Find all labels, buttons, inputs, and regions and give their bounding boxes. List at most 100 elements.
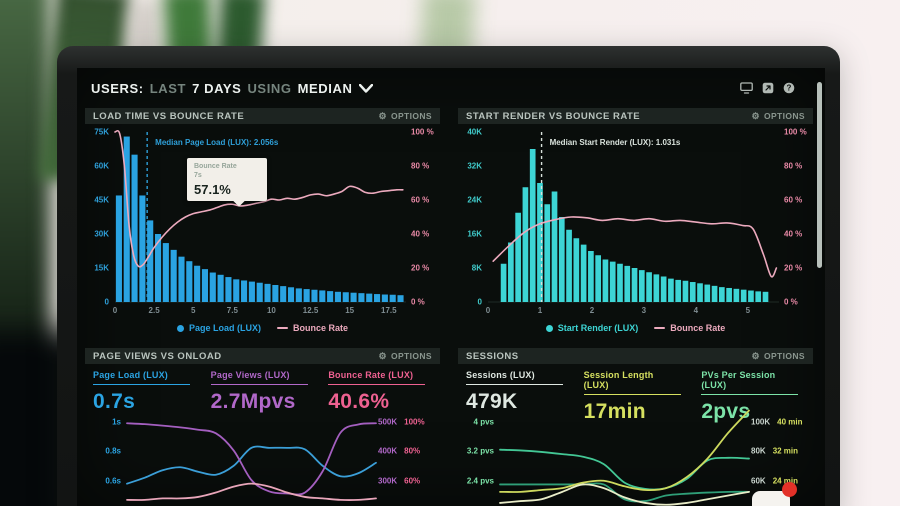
chart-plot <box>499 409 750 506</box>
app-header: USERS: LAST 7 DAYS USING MEDIAN ? <box>77 68 825 108</box>
ytick-label: 80 % <box>411 161 430 171</box>
legend-marker <box>176 324 184 332</box>
xtick-label: 0 <box>112 306 118 315</box>
xtick-label: 0 <box>485 306 491 315</box>
tooltip-x: 7s <box>194 171 202 179</box>
chart-legend: Start Render (LUX) Bounce Rate <box>458 323 813 333</box>
y-axis-left: 4 pvs 3.2 pvs 2.4 pvs <box>462 412 496 506</box>
dashboard-grid: LOAD TIME VS BOUNCE RATE ⚙ OPTIONS Bounce… <box>85 108 813 506</box>
title-users: USERS: <box>91 80 144 96</box>
ytick-label: 16K <box>467 229 482 239</box>
plant-leaf <box>0 0 50 506</box>
xtick-label: 5 <box>745 306 751 315</box>
ytick-value: 80% <box>404 446 421 456</box>
ytick-label: 32K <box>467 161 482 171</box>
ytick-label: 75K <box>94 127 109 137</box>
ytick-value: 400K <box>378 446 398 456</box>
ytick-label: 0.8s <box>105 446 121 456</box>
options-button[interactable]: ⚙ OPTIONS <box>751 111 805 121</box>
legend-item[interactable]: Bounce Rate <box>277 323 348 333</box>
ytick-label: 2.4 pvs <box>466 476 494 486</box>
ytick-value: 60K <box>751 476 766 486</box>
ytick-label: 0 <box>104 297 109 307</box>
stat-label: PVs Per Session (LUX) <box>701 370 799 395</box>
bounce-rate-line <box>114 129 404 268</box>
x-axis: 0 2.5 5 7.5 10 12.5 15 17.5 <box>112 306 406 316</box>
monitor-icon[interactable] <box>740 82 753 94</box>
legend-item[interactable]: Start Render (LUX) <box>545 323 639 333</box>
ytick-label: 100K 40 min <box>751 417 802 426</box>
options-label: OPTIONS <box>763 351 805 361</box>
users-filter-dropdown[interactable]: USERS: LAST 7 DAYS USING MEDIAN <box>91 81 373 96</box>
ytick-value: 100K <box>751 417 771 427</box>
gear-icon: ⚙ <box>751 110 760 121</box>
median-annotation: Median Start Render (LUX): 1.031s <box>549 138 681 147</box>
panel-header: START RENDER VS BOUNCE RATE ⚙ OPTIONS <box>458 108 813 124</box>
stat: Sessions (LUX) 479K <box>466 370 574 424</box>
stat-label: Sessions (LUX) <box>466 370 563 385</box>
bounce-rate-line <box>492 216 778 278</box>
series-line <box>126 422 377 496</box>
chevron-down-icon <box>358 83 373 93</box>
series-line <box>126 482 377 501</box>
ytick-value: 32 min <box>772 446 799 456</box>
camera-icon[interactable] <box>762 82 774 94</box>
panel-title: SESSIONS <box>466 350 519 362</box>
y-axis-right: 100 % 80 % 60 % 40 % 20 % 0 % <box>408 128 440 307</box>
dashboard-screen: USERS: LAST 7 DAYS USING MEDIAN ? <box>77 68 825 506</box>
chart-tooltip: Bounce Rate 7s 57.1% <box>187 158 267 201</box>
ytick-label: 20 % <box>784 263 803 273</box>
ytick-label: 0 % <box>411 297 425 307</box>
ytick-value: 500K <box>378 417 398 427</box>
ytick-value: 80K <box>751 446 766 456</box>
legend-marker <box>654 327 666 329</box>
scrollbar-thumb[interactable] <box>817 82 822 268</box>
ytick-label: 60K <box>94 161 109 171</box>
series-line <box>499 483 750 506</box>
ytick-label: 100 % <box>784 127 807 137</box>
x-axis: 0 1 2 3 4 5 <box>485 306 779 316</box>
xtick-label: 12.5 <box>302 306 319 315</box>
y-axis-right: 100K 40 min 80K 32 min 60K 24 min <box>751 412 811 506</box>
stat: Page Views (LUX) 2.7Mpvs <box>210 370 319 414</box>
ytick-label: 60K 24 min <box>751 477 798 486</box>
legend-item[interactable]: Page Load (LUX) <box>176 323 261 333</box>
laptop: USERS: LAST 7 DAYS USING MEDIAN ? <box>57 46 840 506</box>
legend-label: Page Load (LUX) <box>188 323 261 333</box>
stat: Page Load (LUX) 0.7s <box>93 370 201 414</box>
options-button[interactable]: ⚙ OPTIONS <box>378 111 432 121</box>
ytick-value: 40 min <box>777 417 803 427</box>
xtick-label: 15 <box>345 306 355 315</box>
svg-text:?: ? <box>787 84 792 93</box>
y-axis-right: 100 % 80 % 60 % 40 % 20 % 0 % <box>781 128 813 307</box>
xtick-label: 3 <box>641 306 647 315</box>
options-label: OPTIONS <box>763 111 805 121</box>
chart-plot <box>126 412 377 506</box>
page-views-chart: 1s 0.8s 0.6s 500K 100% 400K 80% 300K 60% <box>85 412 440 506</box>
stat-value: 40.6% <box>328 390 390 413</box>
options-label: OPTIONS <box>390 111 432 121</box>
legend-label: Start Render (LUX) <box>557 323 639 333</box>
stat-label: Page Views (LUX) <box>210 370 308 385</box>
gear-icon: ⚙ <box>378 110 387 121</box>
legend-item[interactable]: Bounce Rate <box>654 323 725 333</box>
options-button[interactable]: ⚙ OPTIONS <box>751 351 805 361</box>
start-render-chart: 40K 32K 24K 16K 8K 0 100 % 80 % 60 % 40 % 20 % 0 % M… <box>458 124 813 336</box>
chat-bubble[interactable] <box>752 482 797 506</box>
help-icon[interactable]: ? <box>783 82 795 94</box>
ytick-label: 300K 60% <box>378 477 420 486</box>
ytick-label: 60 % <box>784 195 803 205</box>
bars-series <box>115 136 404 302</box>
legend-label: Bounce Rate <box>670 323 726 333</box>
title-last: LAST <box>149 80 187 96</box>
chart-legend: Page Load (LUX) Bounce Rate <box>85 323 440 333</box>
tooltip-series: Bounce Rate <box>194 163 237 170</box>
series-line <box>126 445 377 485</box>
options-button[interactable]: ⚙ OPTIONS <box>378 351 432 361</box>
ytick-label: 0 % <box>784 297 798 307</box>
load-time-chart: Bounce Rate 7s 57.1% 75K 60K 45K 30K 15K 0 100… <box>85 124 440 336</box>
gear-icon: ⚙ <box>751 350 760 361</box>
stat-label: Bounce Rate (LUX) <box>328 370 426 385</box>
bars-series <box>500 149 769 302</box>
